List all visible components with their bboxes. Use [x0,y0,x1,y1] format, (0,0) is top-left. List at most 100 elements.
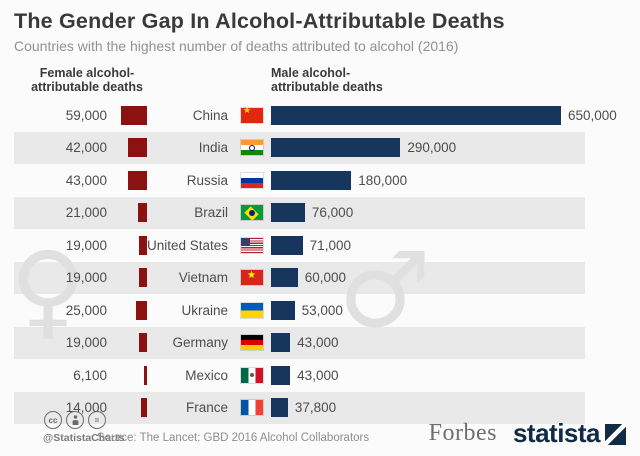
male-value-label: 53,000 [301,302,343,318]
male-value-label: 43,000 [297,335,339,351]
male-value-label: 37,800 [294,400,337,416]
country-flag-icon [241,270,263,286]
table-row: 19,000 United States 71,000 [14,229,585,262]
male-bar [271,203,305,223]
female-column-header: Female alcohol- attributable deaths [14,66,160,95]
male-bar-cell: 60,000 [271,268,585,288]
country-flag-icon [241,400,263,416]
female-bar-cell [113,365,147,385]
country-flag-icon [241,302,263,318]
female-bar [120,105,147,125]
flag-cell [235,237,271,253]
flag-cell [235,335,271,351]
page-title: The Gender Gap In Alcohol-Attributable D… [14,9,505,33]
flag-cell [235,140,271,156]
flag-cell [235,400,271,416]
female-symbol-icon: ♀ [10,229,87,351]
female-value-label: 25,000 [65,302,107,318]
female-bar [144,365,147,385]
table-row: 19,000 Germany 43,000 [14,326,585,359]
forbes-logo: Forbes [428,420,497,446]
female-bar [138,268,147,288]
female-value-label: 43,000 [65,172,107,188]
female-value-label: 21,000 [65,205,107,221]
country-label: Germany [172,335,228,351]
statista-logo-mark-icon [605,424,626,445]
female-bar-cell [113,268,147,288]
flag-cell [235,205,271,221]
country-flag-icon [241,107,263,123]
table-row: 25,000 Ukraine 53,000 [14,294,585,327]
country-flag-icon [241,237,263,253]
statista-charts-handle: @StatistaCharts [43,432,125,444]
table-row: 19,000 Vietnam 60,000 [14,261,585,294]
country-label: Mexico [185,367,228,383]
male-bar-cell: 71,000 [271,235,585,255]
table-row: 42,000 India 290,000 [14,131,585,164]
female-bar-cell [113,398,147,418]
flag-cell [235,367,271,383]
table-row: 21,000 Brazil 76,000 [14,196,585,229]
country-flag-icon [241,172,263,188]
male-bar-cell: 43,000 [271,333,585,353]
female-bar-cell [113,300,147,320]
page-subtitle: Countries with the highest number of dea… [14,38,459,54]
female-value-label: 19,000 [65,237,107,253]
female-bar-cell [113,138,147,158]
flag-cell [235,107,271,123]
country-label: Ukraine [181,302,228,318]
male-value-label: 180,000 [358,172,408,188]
cc-attribution-person-icon [66,411,84,429]
male-value-label: 71,000 [309,237,351,253]
female-value-label: 59,000 [65,107,107,123]
male-bar [271,138,401,158]
country-label: Brazil [194,205,228,221]
source-credit: Source: The Lancet: GBD 2016 Alcohol Col… [97,432,370,444]
table-row: 14,000 France 37,800 [14,391,585,424]
female-bar [138,235,147,255]
male-bar [271,300,295,320]
male-value-label: 76,000 [311,205,354,221]
male-column-header: Male alcohol- attributable deaths [271,66,383,95]
male-bar-cell: 76,000 [271,203,585,223]
female-bar [135,300,147,320]
female-bar-cell [113,203,147,223]
country-flag-icon [241,335,263,351]
male-symbol-icon: ♂ [338,229,432,351]
table-row: 59,000 China 650,000 [14,99,617,132]
male-bar [271,365,291,385]
male-bar [271,105,561,125]
cc-license-icons: cc = [44,411,106,429]
female-bar-cell [113,105,147,125]
country-label: United States [147,237,229,253]
female-bar [137,203,147,223]
male-bar [271,333,291,353]
male-bar [271,235,303,255]
country-label: India [198,140,228,156]
female-value-label: 19,000 [65,270,107,286]
male-bar-cell: 180,000 [271,170,585,190]
country-label: France [185,400,228,416]
male-bar [271,268,298,288]
male-bar-cell: 290,000 [271,138,585,158]
male-column-header-line1: Male alcohol- [271,66,351,80]
female-bar-cell [113,235,147,255]
cc-no-derivatives-icon: = [88,411,106,429]
female-column-header-line2: attributable deaths [31,80,143,95]
country-flag-icon [241,367,263,383]
male-bar-cell: 43,000 [271,365,585,385]
male-column-header-line2: attributable deaths [271,80,383,95]
female-column-header-line1: Female alcohol- [39,66,135,80]
female-value-label: 19,000 [65,335,107,351]
country-flag-icon [241,205,263,221]
male-bar [271,170,352,190]
flag-cell [235,270,271,286]
male-value-label: 60,000 [304,270,347,286]
male-bar-cell: 53,000 [271,300,585,320]
female-value-label: 14,000 [65,400,107,416]
flag-cell [235,172,271,188]
country-flag-icon [241,140,263,156]
female-value-label: 42,000 [65,140,107,156]
country-label: China [192,107,228,123]
